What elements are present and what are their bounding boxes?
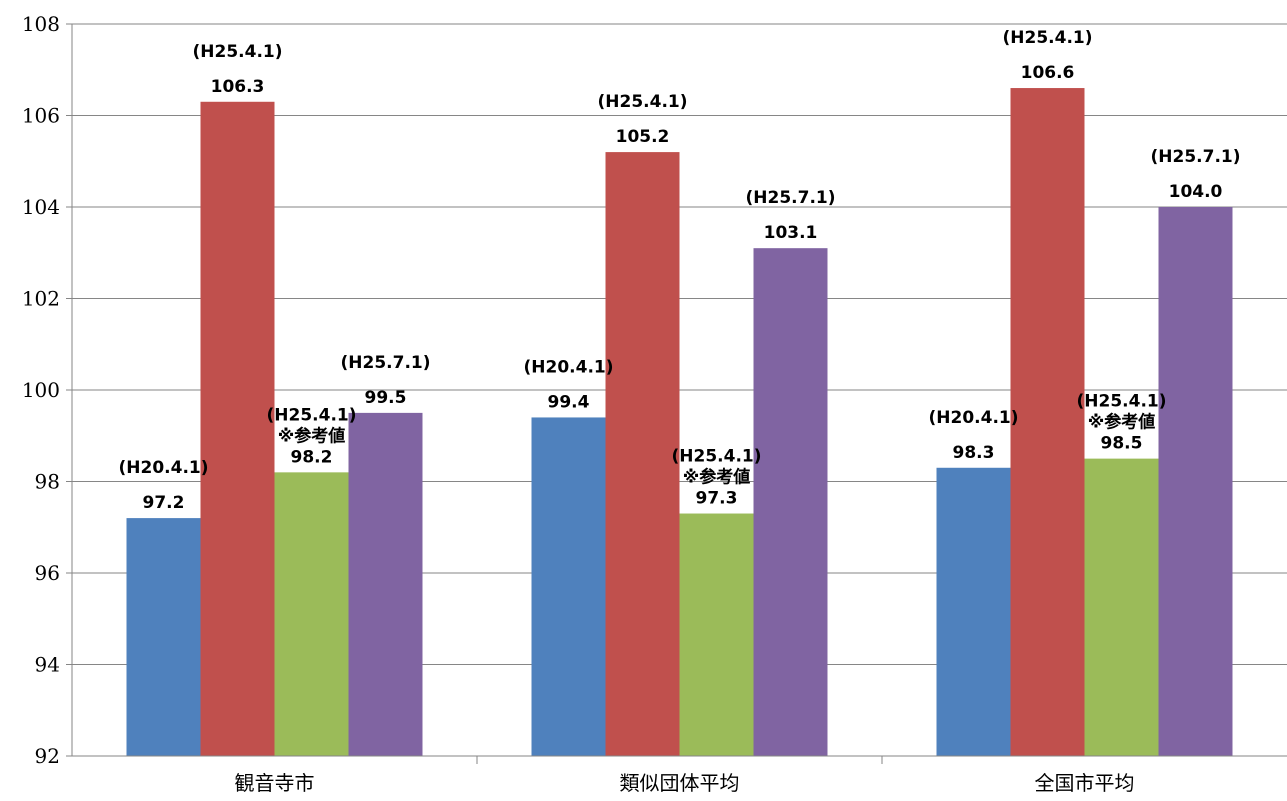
- date-note: (H25.7.1): [1151, 147, 1241, 167]
- date-note: (H25.4.1): [267, 405, 357, 425]
- data-label: 98.2: [291, 447, 333, 467]
- data-label: 105.2: [616, 127, 670, 147]
- date-note: (H25.4.1): [598, 92, 688, 112]
- date-note: ※参考値: [683, 467, 751, 488]
- data-labels: 97.2(H20.4.1)106.3(H25.4.1)98.2※参考値(H25.…: [119, 28, 1241, 513]
- x-tick-label: 観音寺市: [235, 771, 315, 795]
- date-note: (H25.7.1): [746, 188, 836, 208]
- axes: 92 94 96 98 100 102 104 106 108 観音寺市 類似団体平均 全国市平均: [22, 12, 1287, 795]
- data-label: 106.3: [211, 77, 265, 97]
- data-label: 97.2: [143, 493, 185, 513]
- data-label: 98.5: [1101, 434, 1143, 454]
- data-label: 98.3: [953, 443, 995, 463]
- y-tick-label: 100: [22, 378, 60, 402]
- data-label: 106.6: [1021, 63, 1075, 83]
- date-note: (H25.4.1): [1077, 392, 1167, 412]
- x-tick-label: 全国市平均: [1035, 771, 1135, 795]
- x-tick-label: 類似団体平均: [620, 771, 740, 795]
- data-label: 99.4: [548, 392, 590, 412]
- bar: [1084, 458, 1159, 756]
- bar: [1010, 88, 1085, 757]
- bar: [274, 472, 349, 756]
- data-label: 104.0: [1169, 182, 1223, 202]
- date-note: (H25.7.1): [341, 353, 431, 373]
- date-note: (H20.4.1): [524, 357, 614, 377]
- y-tick-label: 94: [35, 653, 60, 677]
- bar: [200, 101, 275, 756]
- y-tick-label: 96: [35, 561, 60, 585]
- bar: [936, 467, 1011, 756]
- y-tick-label: 98: [35, 470, 60, 494]
- bars: [126, 88, 1233, 757]
- data-label: 99.5: [365, 388, 407, 408]
- bar: [348, 412, 423, 756]
- date-note: ※参考値: [278, 425, 346, 446]
- data-label: 103.1: [764, 223, 818, 243]
- date-note: (H25.4.1): [193, 42, 283, 62]
- y-tick-label: 102: [22, 287, 60, 311]
- y-tick-label: 92: [35, 744, 60, 768]
- bar: [531, 417, 606, 756]
- data-label: 97.3: [696, 489, 738, 509]
- bar: [126, 518, 201, 756]
- y-tick-label: 106: [22, 104, 60, 128]
- date-note: (H25.4.1): [672, 447, 762, 467]
- bar: [1158, 207, 1233, 756]
- date-note: (H25.4.1): [1003, 28, 1093, 48]
- y-tick-label: 108: [22, 12, 60, 36]
- bar: [605, 152, 680, 757]
- date-note: (H20.4.1): [929, 408, 1019, 428]
- bar: [753, 248, 828, 757]
- bar: [679, 513, 754, 756]
- date-note: (H20.4.1): [119, 458, 209, 478]
- y-tick-label: 104: [22, 195, 60, 219]
- date-note: ※参考値: [1088, 412, 1156, 433]
